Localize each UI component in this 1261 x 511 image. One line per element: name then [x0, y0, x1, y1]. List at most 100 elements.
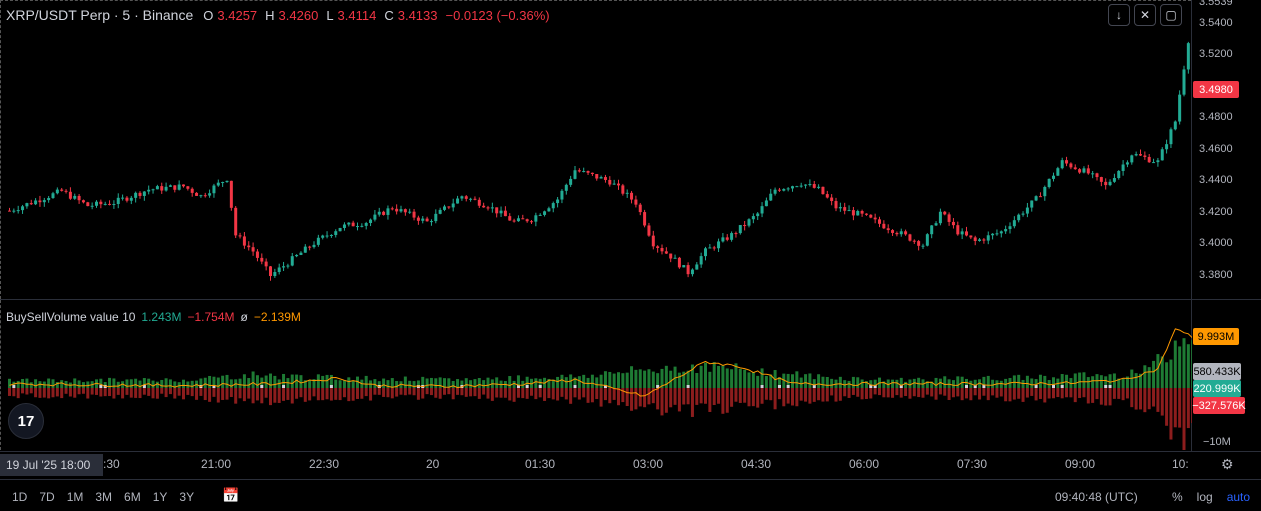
gear-icon[interactable]: ⚙ [1221, 456, 1234, 472]
buy-volume-bar [464, 378, 468, 388]
utc-clock[interactable]: 09:40:48 (UTC) [1055, 490, 1138, 504]
candle-body [356, 226, 359, 228]
buy-volume-bar [216, 377, 220, 388]
time-axis[interactable] [0, 451, 1261, 478]
symbol-title[interactable]: XRP/USDT Perp · 5 · Binance [6, 7, 194, 23]
candle-body [77, 195, 81, 201]
range-1y-button[interactable]: 1Y [152, 490, 168, 504]
candle-body [873, 217, 877, 220]
buy-volume-bar [460, 380, 464, 388]
buy-volume-bar [86, 381, 90, 388]
buy-volume-bar [647, 369, 651, 388]
time-label: 20 [426, 457, 440, 471]
candle-body [443, 206, 446, 210]
candle-body [1182, 69, 1186, 95]
range-6m-button[interactable]: 6M [124, 490, 141, 504]
sell-volume-bar [269, 388, 272, 406]
buy-volume-bar [81, 382, 85, 388]
sell-volume-bar [1095, 388, 1099, 400]
sell-volume-bar [721, 388, 725, 414]
range-1m-button[interactable]: 1M [66, 490, 84, 504]
candle-body [834, 201, 838, 209]
sell-volume-bar [316, 388, 320, 401]
avg-volume-line [9, 328, 1192, 397]
sell-volume-bar [773, 388, 777, 410]
buy-volume-bar [603, 371, 607, 388]
sell-volume-bar [408, 388, 412, 395]
buy-volume-bar [225, 374, 229, 388]
buy-volume-bar [486, 377, 490, 388]
candle-body [612, 183, 616, 185]
candle-body [429, 221, 433, 223]
net-volume-marker [1052, 385, 1055, 388]
candle-body [1165, 144, 1169, 150]
sell-volume-bar [630, 388, 634, 411]
buy-volume-bar [743, 369, 747, 388]
buy-volume-bar [564, 377, 568, 388]
sell-volume-bar [656, 388, 660, 410]
candle-body [799, 185, 803, 187]
buy-volume-bar [438, 377, 442, 388]
percent-toggle[interactable]: % [1172, 490, 1183, 504]
buy-volume-bar [1134, 373, 1138, 388]
sell-volume-bar [125, 388, 129, 395]
sell-volume-bar [503, 388, 507, 398]
candle-body [208, 193, 212, 196]
candle-body [155, 186, 159, 190]
buy-volume-bar [690, 364, 694, 388]
sell-volume-bar [147, 388, 151, 396]
arrow-down-icon[interactable]: ↓ [1108, 4, 1130, 26]
sell-volume-bar [560, 388, 564, 397]
candle-body [525, 219, 529, 222]
calendar-range-icon[interactable]: 📅 [222, 487, 240, 503]
price-tick: 3.5200 [1199, 48, 1233, 60]
sell-volume-bar [643, 388, 647, 408]
buy-volume-bar [947, 379, 951, 388]
sell-volume-bar [673, 388, 677, 405]
sell-volume-bar [569, 388, 573, 404]
sell-volume-bar [260, 388, 264, 404]
candle-body [464, 196, 468, 199]
buy-volume-bar [1178, 346, 1182, 388]
buy-volume-bar [660, 368, 664, 388]
candle-body [395, 208, 399, 212]
net-volume-marker [1034, 385, 1038, 388]
volume-pane[interactable] [0, 300, 1192, 450]
net-volume-marker [377, 385, 381, 388]
buy-volume-bar [1034, 379, 1038, 388]
candle-body [512, 220, 516, 222]
candle-body [1082, 168, 1086, 173]
candle-body [556, 199, 560, 204]
pane-separator[interactable] [0, 299, 1261, 300]
range-3y-button[interactable]: 3Y [179, 490, 195, 504]
log-toggle[interactable]: log [1196, 490, 1213, 504]
collapse-icon[interactable]: ✕ [1134, 4, 1156, 26]
candle-body [255, 251, 259, 258]
tradingview-logo-icon[interactable]: 17 [8, 403, 44, 439]
candle-body [982, 239, 986, 241]
price-pane[interactable] [0, 0, 1192, 299]
net-volume-marker [282, 385, 286, 388]
candle-body [42, 200, 46, 203]
sell-volume-bar [621, 388, 625, 403]
candle-body [364, 223, 368, 226]
range-3m-button[interactable]: 3M [95, 490, 113, 504]
sell-volume-bar [686, 388, 690, 405]
sell-volume-bar [155, 388, 159, 399]
buy-tag: 220.999K [1193, 380, 1241, 397]
range-1d-button[interactable]: 1D [12, 490, 28, 504]
sell-volume-bar [921, 388, 925, 398]
buy-volume-bar [1091, 376, 1095, 388]
candle-body [151, 189, 155, 191]
indicator-name[interactable]: BuySellVolume value 10 [6, 310, 136, 324]
candle-body [899, 231, 903, 235]
auto-toggle[interactable]: auto [1226, 490, 1251, 504]
candle-body [269, 266, 272, 277]
candle-body [538, 214, 542, 216]
maximize-icon[interactable]: ▢ [1160, 4, 1182, 26]
buy-volume-bar [712, 362, 716, 388]
buy-volume-bar [617, 372, 620, 388]
range-7d-button[interactable]: 7D [39, 490, 55, 504]
candle-body [669, 253, 673, 259]
sell-volume-bar [81, 388, 85, 394]
